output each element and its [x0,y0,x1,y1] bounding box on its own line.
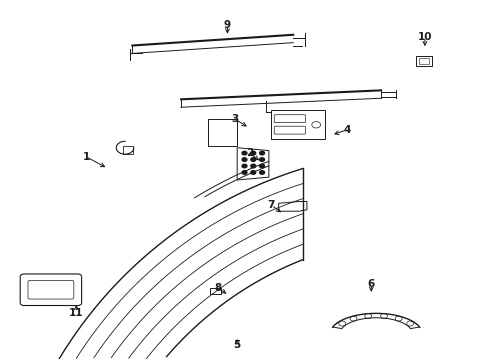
Text: 7: 7 [267,200,274,210]
Circle shape [259,158,264,161]
Circle shape [242,158,246,161]
Text: 1: 1 [82,152,89,162]
FancyBboxPatch shape [274,126,305,134]
FancyBboxPatch shape [271,110,325,139]
Circle shape [250,158,255,161]
FancyBboxPatch shape [418,58,428,64]
Text: 3: 3 [231,114,238,124]
Text: 8: 8 [214,283,221,293]
Circle shape [259,171,264,174]
FancyBboxPatch shape [122,146,133,154]
FancyBboxPatch shape [415,56,431,66]
FancyBboxPatch shape [207,119,237,146]
Polygon shape [237,148,268,180]
Circle shape [259,151,264,155]
FancyBboxPatch shape [28,280,74,299]
Circle shape [250,171,255,174]
Text: 4: 4 [343,125,350,135]
Text: 11: 11 [69,308,83,318]
Polygon shape [278,202,306,211]
FancyBboxPatch shape [274,115,305,123]
Text: 9: 9 [224,20,230,30]
Circle shape [242,151,246,155]
FancyBboxPatch shape [210,288,221,294]
Circle shape [250,164,255,168]
Text: 6: 6 [367,279,374,289]
Circle shape [259,164,264,168]
Circle shape [242,164,246,168]
Text: 2: 2 [245,148,252,158]
Text: 10: 10 [417,32,431,41]
FancyBboxPatch shape [20,274,81,306]
Circle shape [250,151,255,155]
Circle shape [242,171,246,174]
Text: 5: 5 [233,340,240,350]
